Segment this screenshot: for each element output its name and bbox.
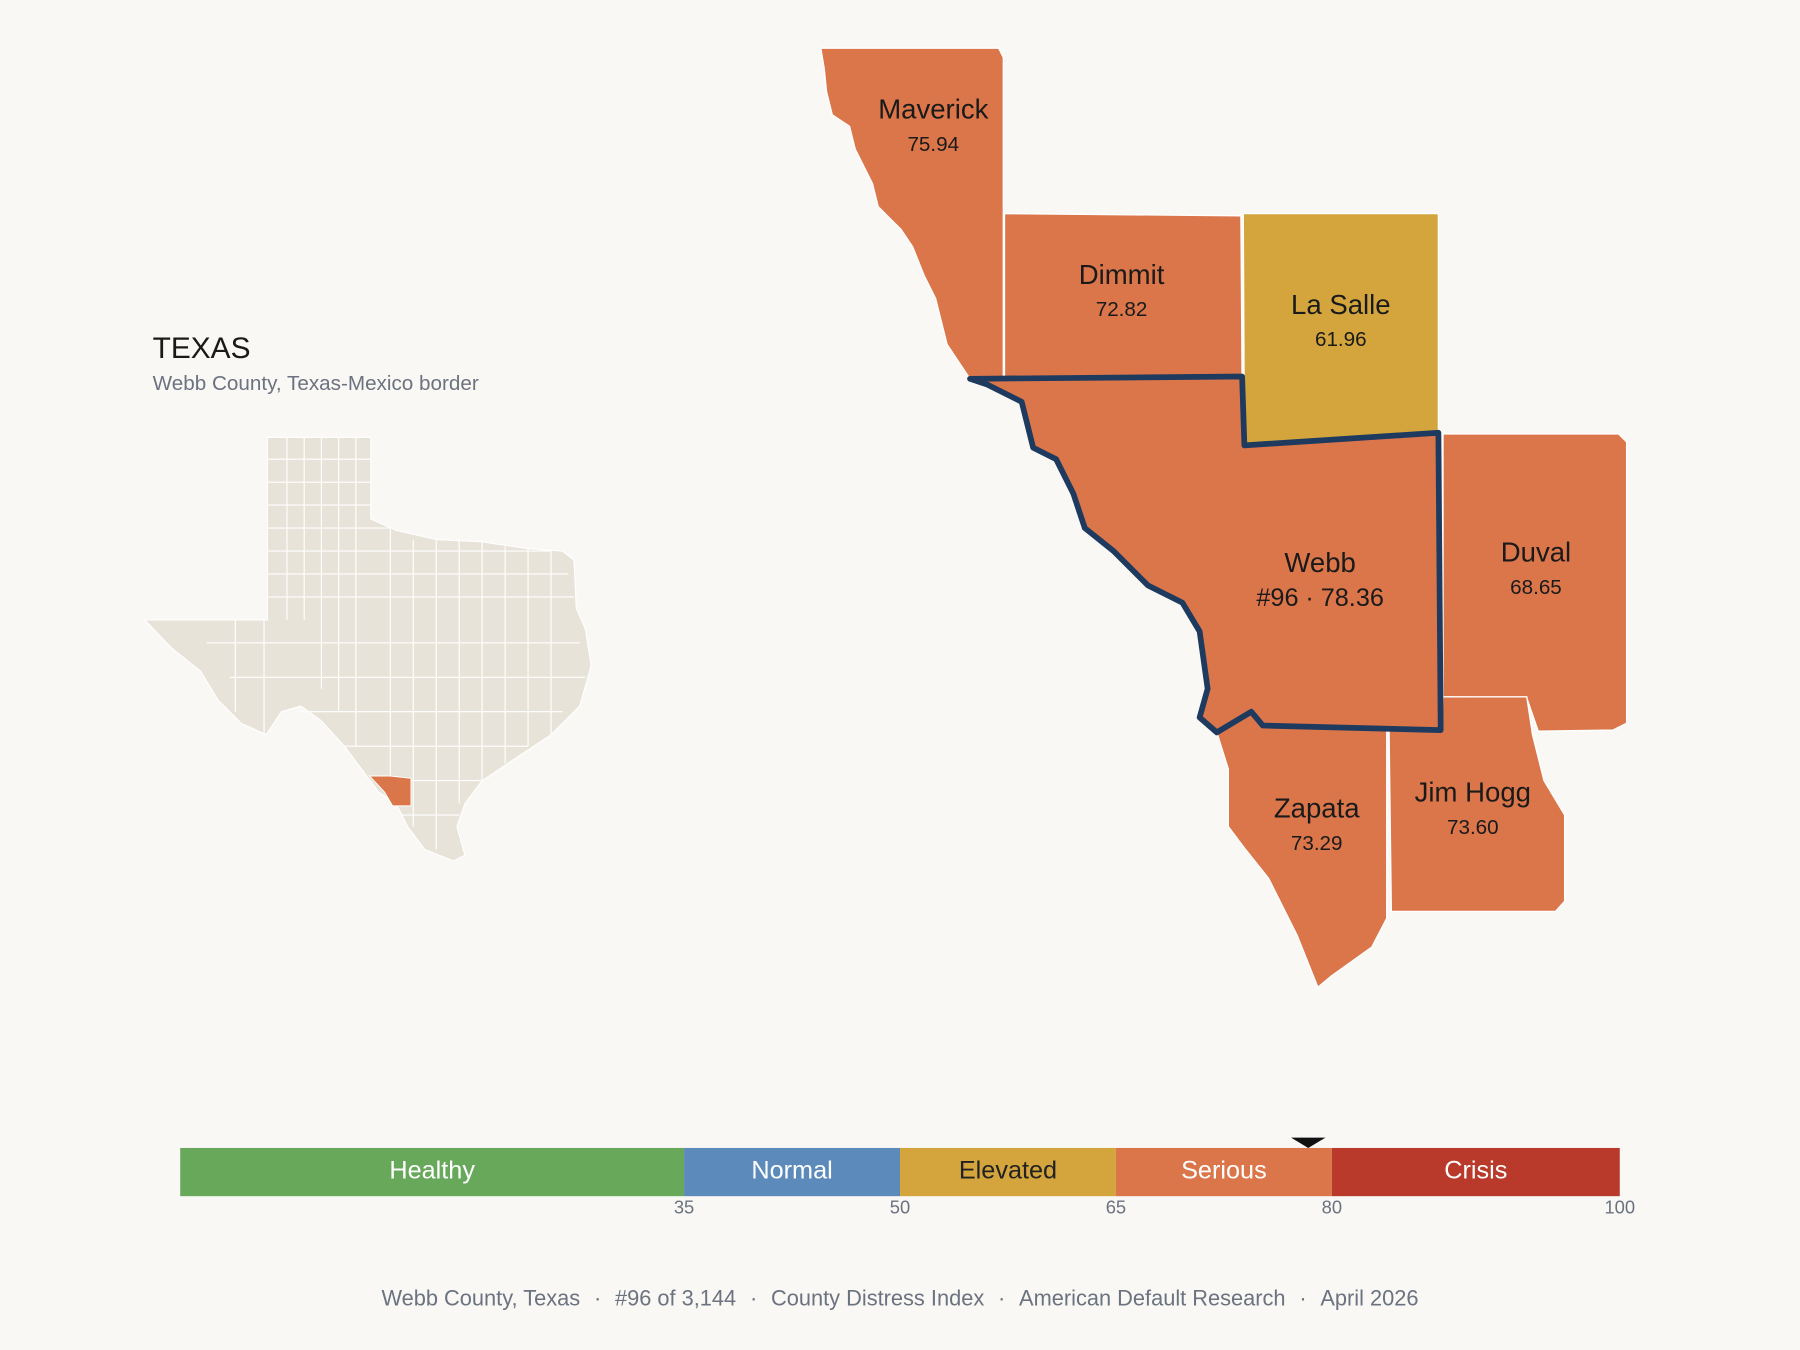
footer-item: Webb County, Texas <box>381 1285 580 1310</box>
county-name: Maverick <box>878 94 988 125</box>
score: 78.36 <box>1321 584 1384 612</box>
score: 72.82 <box>1096 299 1148 322</box>
scale-tick-label: 35 <box>674 1197 694 1218</box>
separator: · <box>1305 584 1313 612</box>
county-name: La Salle <box>1291 289 1391 320</box>
scale-segment <box>684 1147 900 1197</box>
county-score: #96 · 78.36 <box>1256 584 1384 612</box>
distress-scale: Healthy Normal Elevated Serious Crisis 35 50 65… <box>180 1137 1635 1218</box>
county-name: Duval <box>1501 537 1571 568</box>
county-score: 75.94 <box>907 133 959 156</box>
county-score: 72.82 <box>1096 299 1148 322</box>
footer-item: #96 of 3,144 <box>615 1285 736 1310</box>
scale-segment-label: Healthy <box>389 1157 475 1185</box>
scale-segment <box>1331 1147 1620 1197</box>
county-name: Webb <box>1284 547 1355 578</box>
county-map: Maverick 75.94 Dimmit 72.82 La Salle 61.96 Web… <box>819 47 1628 989</box>
inset-county-lines <box>206 437 586 850</box>
scale-segment-label: Elevated <box>959 1157 1057 1185</box>
county-score: 68.65 <box>1510 576 1562 599</box>
footer-item: April 2026 <box>1320 1285 1418 1310</box>
scale-segment-label: Serious <box>1181 1157 1267 1185</box>
score: 68.65 <box>1510 576 1562 599</box>
scale-tick-label: 50 <box>890 1197 910 1218</box>
scale-tick-label: 100 <box>1604 1197 1635 1218</box>
scale-tick-label: 65 <box>1106 1197 1126 1218</box>
scale-segment <box>900 1147 1116 1197</box>
scale-segment-label: Crisis <box>1444 1157 1507 1185</box>
county-name: Jim Hogg <box>1415 777 1531 808</box>
inset-webb <box>368 775 412 807</box>
footer-item: County Distress Index <box>771 1285 984 1310</box>
scale-tick-label: 80 <box>1322 1197 1342 1218</box>
footer-separator: · <box>998 1285 1005 1310</box>
scale-segment <box>1115 1147 1332 1197</box>
scale-segment <box>180 1147 685 1197</box>
footer-separator: · <box>594 1285 601 1310</box>
footer-separator: · <box>1299 1285 1306 1310</box>
inset-title: TEXAS <box>153 332 251 365</box>
score: 73.29 <box>1291 832 1343 855</box>
scale-segment-label: Normal <box>751 1157 832 1185</box>
county-score: 73.29 <box>1291 832 1343 855</box>
highlight-outline <box>967 373 1444 736</box>
county-rank: #96 <box>1256 584 1298 612</box>
footer-item: American Default Research <box>1019 1285 1286 1310</box>
county-score: 61.96 <box>1315 328 1367 351</box>
score: 61.96 <box>1315 328 1367 351</box>
footer: Webb County, Texas · #96 of 3,144 · County D… <box>381 1285 1418 1310</box>
county <box>1003 212 1243 380</box>
inset-subtitle: Webb County, Texas-Mexico border <box>153 372 479 395</box>
county-name: Dimmit <box>1079 259 1165 290</box>
texas-inset <box>143 436 592 862</box>
footer-separator: · <box>750 1285 757 1310</box>
score: 75.94 <box>907 133 959 156</box>
county-name: Zapata <box>1274 793 1360 824</box>
county-score: 73.60 <box>1447 816 1499 839</box>
score-marker <box>1291 1137 1326 1148</box>
score: 73.60 <box>1447 816 1499 839</box>
